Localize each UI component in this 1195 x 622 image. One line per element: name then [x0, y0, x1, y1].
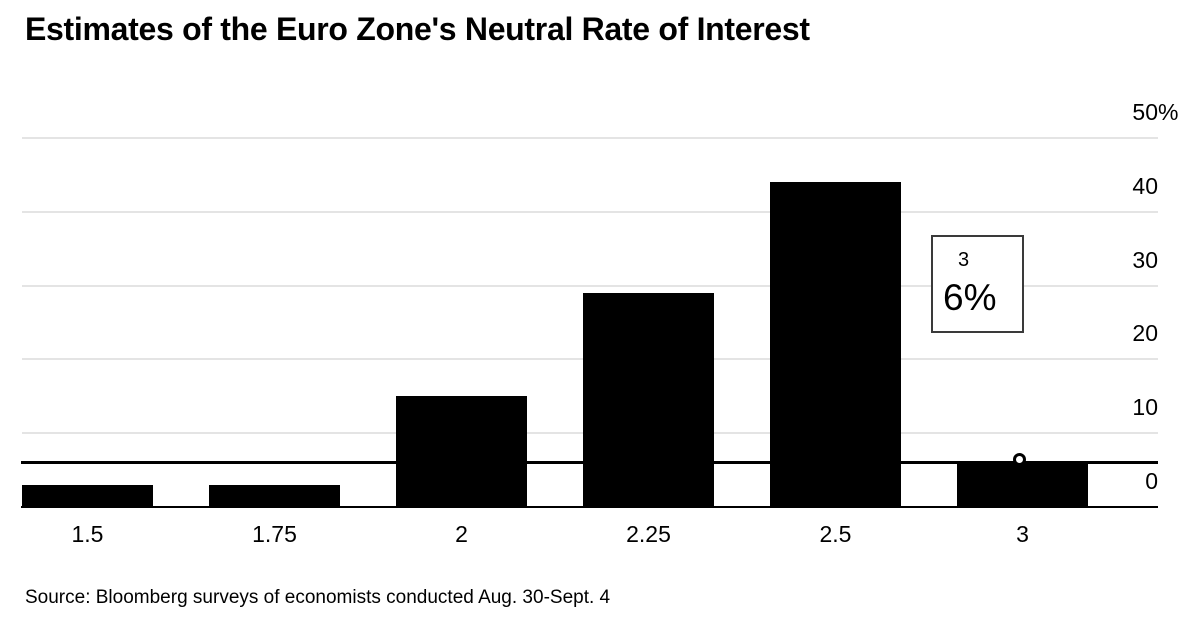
y-axis-tick-label-0: 0 — [1145, 468, 1158, 494]
x-axis-tick-label-1.75: 1.75 — [252, 521, 297, 547]
x-axis-tick-label-2.25: 2.25 — [626, 521, 671, 547]
source-note: Source: Bloomberg surveys of economists … — [25, 587, 611, 608]
x-axis-tick-label-1.5: 1.5 — [71, 521, 104, 547]
x-axis-tick-label-2.5: 2.5 — [819, 521, 852, 547]
gridline-30 — [22, 284, 1158, 287]
y-axis-tick-label-20: 20 — [1132, 320, 1158, 347]
bar-2.25[interactable] — [583, 292, 714, 507]
x-axis-baseline — [21, 506, 1158, 508]
y-axis-tick-label-50: 50% — [1132, 99, 1179, 125]
tooltip-value: 6% — [943, 277, 997, 318]
bar-1.5[interactable] — [22, 484, 153, 507]
tooltip: 3 6% — [931, 235, 1024, 333]
bar-2[interactable] — [396, 396, 527, 507]
bar-3[interactable] — [957, 462, 1088, 507]
y-axis-unit-suffix: % — [1158, 99, 1179, 125]
y-axis-tick-label-30: 30 — [1132, 246, 1158, 273]
y-axis-tick-label-10: 10 — [1132, 394, 1158, 421]
tooltip-category: 3 — [958, 249, 970, 271]
gridline-40 — [22, 210, 1158, 213]
y-axis-tick-label-40: 40 — [1132, 172, 1158, 199]
chart-title: Estimates of the Euro Zone's Neutral Rat… — [25, 11, 810, 47]
x-axis-tick-label-2: 2 — [455, 521, 468, 547]
x-axis-tick-label-3: 3 — [1016, 521, 1029, 547]
bar-2.5[interactable] — [770, 182, 901, 507]
bar-1.75[interactable] — [209, 484, 340, 507]
gridline-50 — [22, 137, 1158, 139]
hover-point-marker — [1013, 453, 1026, 467]
